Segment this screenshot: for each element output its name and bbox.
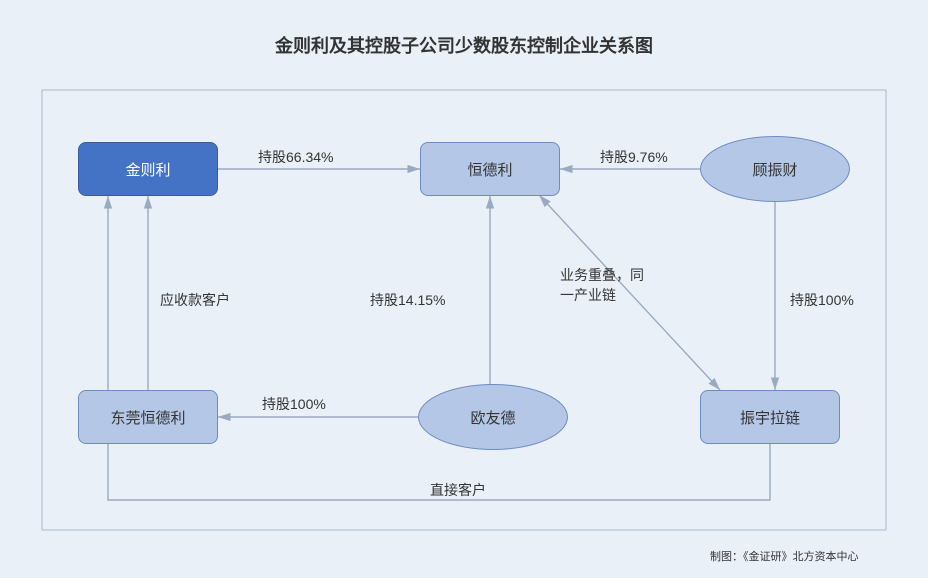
node-label: 顾振财 (752, 159, 797, 180)
node-zhenyu: 振宇拉链 (700, 390, 840, 444)
edge-label-e4: 持股14.15% (370, 290, 445, 310)
node-guzhencai: 顾振财 (700, 136, 850, 202)
diagram-canvas: 金则利及其控股子公司少数股东控制企业关系图 金则利 恒德利 顾振财 东莞恒德利 … (0, 0, 928, 578)
edge-label-e1: 持股66.34% (258, 147, 333, 167)
edge-e8 (108, 196, 770, 500)
credit-text: 制图：《金证研》北方资本中心 (710, 548, 859, 564)
edge-label-e2: 持股9.76% (600, 147, 668, 167)
node-label: 金则利 (125, 159, 170, 180)
edge-label-e8: 直接客户 (430, 480, 486, 500)
node-label: 振宇拉链 (740, 407, 800, 428)
edge-label-e3: 应收款客户 (160, 290, 230, 310)
diagram-title: 金则利及其控股子公司少数股东控制企业关系图 (0, 32, 928, 58)
edge-label-e7: 持股100% (262, 394, 326, 414)
node-jinzeli: 金则利 (78, 142, 218, 196)
edge-label-e5: 业务重叠，同 一产业链 (560, 265, 644, 305)
node-label: 东莞恒德利 (110, 407, 185, 428)
node-ouyoude: 欧友德 (418, 384, 568, 450)
node-dongguan: 东莞恒德利 (78, 390, 218, 444)
node-label: 欧友德 (470, 407, 515, 428)
edge-label-e6: 持股100% (790, 290, 854, 310)
node-hengdeli: 恒德利 (420, 142, 560, 196)
node-label: 恒德利 (467, 159, 512, 180)
